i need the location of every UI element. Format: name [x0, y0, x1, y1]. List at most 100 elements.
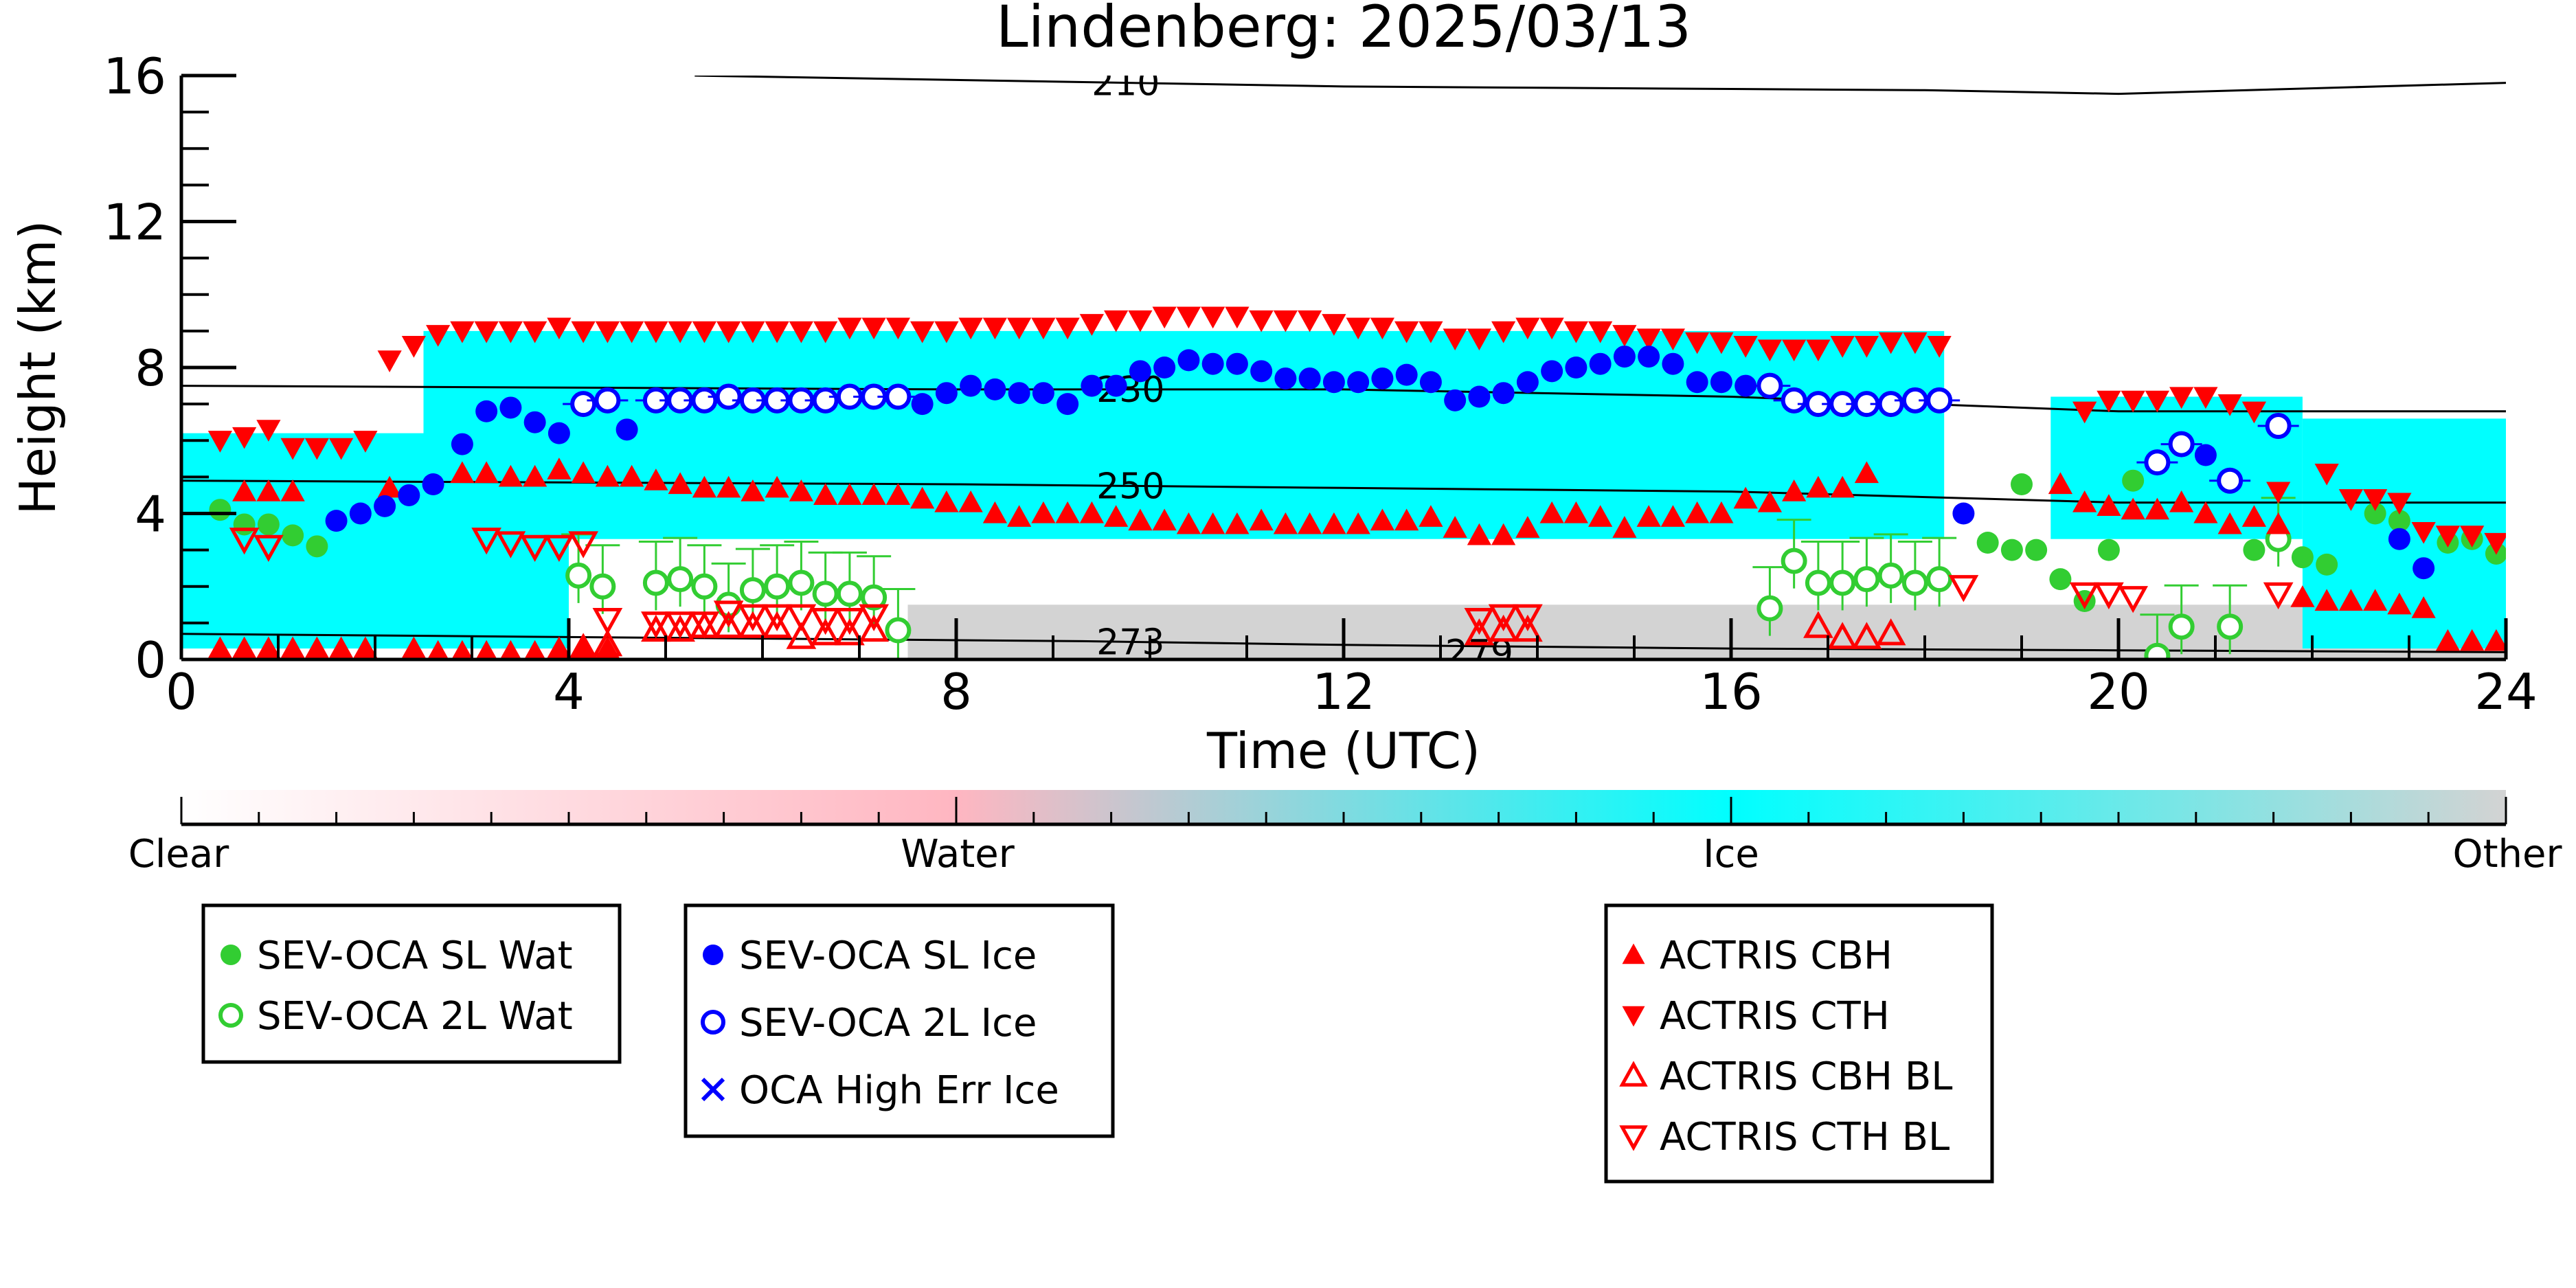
x-tick-label: 24	[2474, 663, 2538, 721]
data-point	[2338, 489, 2363, 511]
data-point	[765, 321, 789, 343]
data-point	[1877, 562, 1904, 589]
data-point	[620, 464, 644, 487]
data-point	[1757, 490, 1782, 512]
data-point	[1588, 321, 1613, 343]
data-point	[474, 461, 499, 484]
data-point	[2266, 512, 2291, 534]
data-point	[642, 569, 669, 596]
data-point	[861, 584, 888, 611]
data-point	[667, 566, 694, 593]
data-point	[1685, 332, 1710, 354]
data-point	[229, 528, 260, 555]
data-point	[1806, 339, 1831, 362]
data-point	[1225, 512, 1250, 534]
legend-label: SEV-OCA SL Ice	[739, 934, 1037, 978]
data-point	[934, 490, 959, 512]
data-point	[2314, 463, 2339, 486]
data-point	[1491, 523, 1516, 545]
data-point	[592, 629, 623, 657]
data-point	[2241, 401, 2266, 424]
data-point	[398, 484, 420, 506]
data-point	[2413, 557, 2435, 580]
data-point	[2291, 546, 2314, 569]
data-point	[1152, 508, 1177, 531]
data-point	[1274, 367, 1297, 389]
data-point	[982, 501, 1007, 523]
y-tick-label: 0	[135, 631, 166, 689]
data-point	[1927, 336, 1952, 358]
data-point	[1419, 321, 1443, 343]
data-point	[1249, 310, 1274, 332]
data-point	[1685, 501, 1710, 523]
data-point	[1104, 310, 1129, 332]
data-point	[282, 524, 304, 547]
series-actris-cth	[207, 306, 2506, 555]
data-point	[810, 607, 841, 635]
data-point	[2168, 613, 2195, 640]
data-point	[1250, 360, 1273, 383]
data-point	[1153, 357, 1176, 379]
data-point	[1539, 317, 1564, 340]
data-point	[2193, 501, 2218, 523]
data-point	[2316, 553, 2338, 576]
colorbar-ticks	[180, 797, 2507, 824]
data-point	[715, 383, 742, 410]
data-point	[2484, 629, 2506, 651]
data-point	[2094, 582, 2124, 610]
data-point	[280, 636, 305, 659]
data-point	[1976, 532, 1999, 554]
data-point	[589, 573, 616, 600]
data-point	[595, 464, 620, 487]
data-point	[738, 611, 768, 638]
data-point	[713, 600, 744, 628]
data-point	[2097, 539, 2120, 561]
data-point	[836, 580, 863, 607]
data-point	[2097, 390, 2121, 413]
data-point	[689, 611, 720, 639]
data-point	[1782, 339, 1807, 362]
data-point	[861, 483, 886, 506]
data-point	[713, 611, 744, 638]
data-point	[1031, 317, 1056, 340]
data-point	[1757, 339, 1782, 362]
data-point	[2338, 589, 2363, 611]
data-point	[1709, 332, 1734, 354]
data-point	[1662, 352, 1684, 375]
data-point	[1660, 328, 1685, 351]
data-point	[280, 479, 305, 501]
data-point	[641, 614, 671, 642]
data-point	[1346, 512, 1370, 534]
data-point	[547, 636, 572, 659]
data-point	[1079, 314, 1104, 336]
data-point	[1370, 508, 1394, 531]
data-point	[2217, 467, 2244, 494]
data-point	[498, 464, 523, 487]
data-point	[1298, 512, 1322, 534]
legend-box-1: SEV-OCA SL Wat SEV-OCA 2L Wat	[201, 903, 622, 1064]
data-point	[1464, 607, 1495, 635]
data-point	[2290, 585, 2315, 607]
data-point	[232, 427, 257, 449]
data-point	[786, 622, 817, 649]
data-point	[2266, 482, 2291, 504]
data-point	[935, 382, 958, 405]
data-point	[2364, 502, 2386, 525]
data-point	[1176, 512, 1201, 534]
data-point	[765, 475, 789, 498]
legend-marker	[1622, 1006, 1645, 1027]
legend-label: ACTRIS CBH BL	[1660, 1054, 1952, 1099]
data-point	[1901, 569, 1928, 596]
data-point	[2069, 582, 2100, 610]
y-tick-label: 4	[135, 486, 166, 543]
data-point	[665, 614, 695, 642]
data-point	[1875, 618, 1906, 646]
data-point	[2388, 510, 2410, 532]
data-point	[1105, 374, 1127, 397]
data-point	[565, 562, 592, 589]
data-point	[592, 607, 623, 635]
data-point	[739, 577, 766, 604]
data-point	[2314, 589, 2339, 611]
data-point	[1322, 371, 1345, 394]
